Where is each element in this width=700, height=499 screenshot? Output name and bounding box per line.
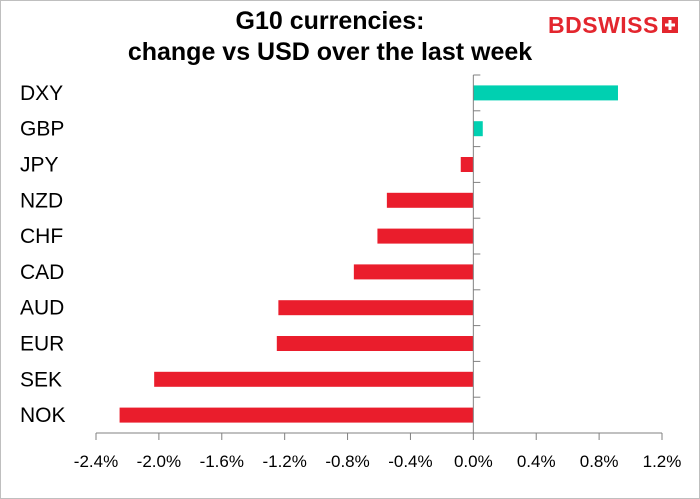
- x-tick-label: -0.4%: [388, 452, 432, 471]
- bar-eur: [276, 336, 474, 351]
- bar-cad: [353, 264, 474, 280]
- x-tick-label: -1.6%: [200, 452, 244, 471]
- category-label-nok: NOK: [20, 404, 66, 427]
- x-tick-label: -2.0%: [137, 452, 181, 471]
- bar-nzd: [386, 192, 474, 208]
- x-tick-label: 0.8%: [580, 452, 619, 471]
- logo-text-swiss: SWISS: [582, 11, 659, 38]
- category-label-gbp: GBP: [20, 118, 64, 141]
- x-tick-label: 0.4%: [517, 452, 556, 471]
- bar-jpy: [460, 157, 474, 172]
- bar-gbp: [473, 121, 483, 137]
- bar-sek: [154, 371, 474, 387]
- category-label-sek: SEK: [20, 368, 62, 391]
- chart-title-line-1: G10 currencies:: [235, 7, 425, 35]
- x-tick-label: -0.8%: [325, 452, 369, 471]
- category-label-jpy: JPY: [20, 154, 59, 177]
- category-label-aud: AUD: [20, 297, 64, 320]
- chart-title-line-2: change vs USD over the last week: [127, 38, 533, 66]
- logo-text-bd: BD: [548, 11, 583, 38]
- category-label-eur: EUR: [20, 333, 64, 356]
- bar-chf: [377, 228, 474, 244]
- chart-title: G10 currencies: change vs USD over the l…: [60, 6, 600, 68]
- x-tick-label: -2.4%: [74, 452, 118, 471]
- category-label-chf: CHF: [20, 225, 63, 248]
- swiss-cross-icon: [661, 17, 678, 33]
- bdswiss-logo: BD SWISS: [548, 10, 678, 40]
- x-tick-label: 0.0%: [454, 452, 493, 471]
- x-tick-label: -1.2%: [262, 452, 306, 471]
- category-label-cad: CAD: [20, 261, 64, 284]
- x-tick-label: 1.2%: [643, 452, 682, 471]
- bar-aud: [278, 300, 474, 316]
- category-label-nzd: NZD: [20, 189, 63, 212]
- category-label-dxy: DXY: [20, 82, 63, 105]
- bar-dxy: [473, 85, 618, 101]
- bar-nok: [119, 407, 474, 423]
